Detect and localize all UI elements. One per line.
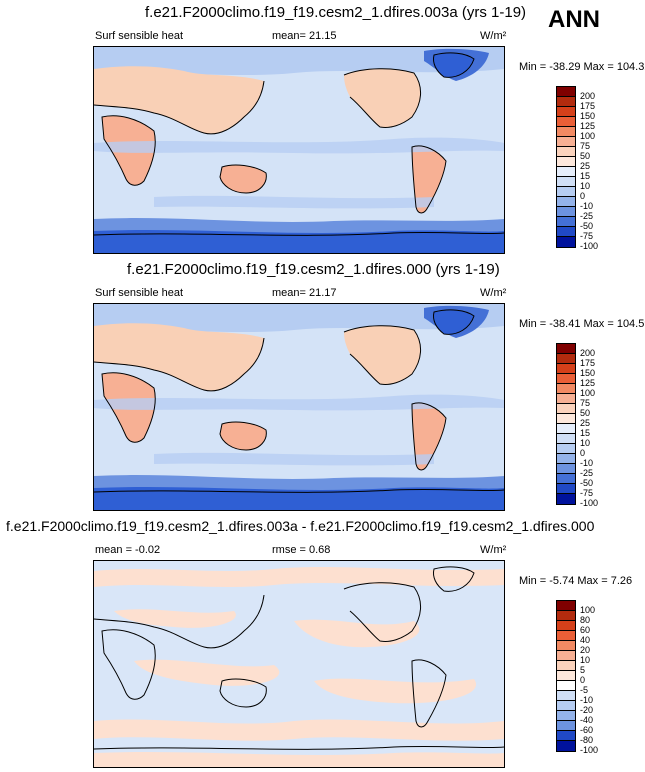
colorbar-tick: 0 — [580, 191, 586, 201]
colorbar-tick: 100 — [580, 605, 596, 615]
panel-3-map — [93, 560, 505, 768]
colorbar-swatches — [556, 343, 576, 505]
colorbar-tick: -10 — [580, 201, 594, 211]
world-map-sensible-heat-2 — [94, 304, 504, 510]
colorbar-tick: -100 — [580, 241, 599, 251]
colorbar-tick: -10 — [580, 695, 594, 705]
world-map-sensible-heat-1 — [94, 47, 504, 253]
panel-1-minmax: Min = -38.29 Max = 104.32 — [519, 61, 645, 73]
colorbar-tick: -50 — [580, 478, 594, 488]
panel-1-map — [93, 46, 505, 254]
panel-2-minmax: Min = -38.41 Max = 104.59 — [519, 318, 645, 330]
colorbar-tick: 175 — [580, 358, 596, 368]
season-label: ANN — [548, 6, 600, 33]
colorbar-tick: 0 — [580, 675, 586, 685]
colorbar-tick: 25 — [580, 161, 591, 171]
panel-2-colorbar: 200 175 150 125 100 75 50 25 15 10 0 -10… — [556, 343, 598, 508]
colorbar-tick: 40 — [580, 635, 591, 645]
colorbar-tick: 150 — [580, 368, 596, 378]
panel-1-colorbar: 200 175 150 125 100 75 50 25 15 10 0 -10… — [556, 86, 598, 251]
colorbar-tick: 75 — [580, 141, 591, 151]
panel-3-mean-label: mean = -0.02 — [95, 544, 161, 556]
colorbar-tick: 175 — [580, 101, 596, 111]
colorbar-tick: -75 — [580, 231, 594, 241]
world-map-difference — [94, 561, 504, 767]
colorbar-tick: 150 — [580, 111, 596, 121]
panel-2-units: W/m² — [480, 287, 507, 299]
colorbar-tick: -5 — [580, 685, 589, 695]
panel-1-units: W/m² — [480, 30, 507, 42]
colorbar-tick: 50 — [580, 151, 591, 161]
colorbar-tick: -100 — [580, 498, 599, 508]
colorbar-tick: 15 — [580, 428, 591, 438]
panel-1-title: f.e21.F2000climo.f19_f19.cesm2_1.dfires.… — [145, 4, 527, 21]
colorbar-tick: -75 — [580, 488, 594, 498]
colorbar-tick: 125 — [580, 121, 596, 131]
colorbar-tick: -80 — [580, 735, 594, 745]
panel-1-variable-label: Surf sensible heat — [95, 30, 184, 42]
colorbar-tick: -20 — [580, 705, 594, 715]
colorbar-tick: 15 — [580, 171, 591, 181]
colorbar-tick: 5 — [580, 665, 586, 675]
colorbar-tick: 75 — [580, 398, 591, 408]
panel-3-colorbar: 100 80 60 40 20 10 5 0 -5 -10 -20 -40 -6… — [556, 600, 598, 755]
colorbar-tick: 25 — [580, 418, 591, 428]
colorbar-swatches — [556, 600, 576, 752]
colorbar-tick: 0 — [580, 448, 586, 458]
colorbar-tick: 10 — [580, 438, 591, 448]
panel-2-map — [93, 303, 505, 511]
colorbar-tick: 100 — [580, 131, 596, 141]
colorbar-tick: -10 — [580, 458, 594, 468]
colorbar-tick: -40 — [580, 715, 594, 725]
colorbar-tick: -60 — [580, 725, 594, 735]
panel-2-title: f.e21.F2000climo.f19_f19.cesm2_1.dfires.… — [127, 261, 500, 278]
colorbar-tick: -25 — [580, 468, 594, 478]
colorbar-tick: 100 — [580, 388, 596, 398]
panel-2-mean-label: mean= 21.17 — [272, 287, 337, 299]
colorbar-tick: 200 — [580, 348, 596, 358]
colorbar-tick: 125 — [580, 378, 596, 388]
colorbar-tick: 10 — [580, 181, 591, 191]
panel-3-rmse-label: rmse = 0.68 — [272, 544, 331, 556]
colorbar-tick: -25 — [580, 211, 594, 221]
panel-3-title: f.e21.F2000climo.f19_f19.cesm2_1.dfires.… — [6, 518, 595, 534]
colorbar-tick: 60 — [580, 625, 591, 635]
colorbar-tick: 20 — [580, 645, 591, 655]
panel-3-minmax: Min = -5.74 Max = 7.26 — [519, 575, 633, 587]
colorbar-tick: 200 — [580, 91, 596, 101]
colorbar-tick: 80 — [580, 615, 591, 625]
panel-2-variable-label: Surf sensible heat — [95, 287, 184, 299]
colorbar-tick: 50 — [580, 408, 591, 418]
panel-1-mean-label: mean= 21.15 — [272, 30, 337, 42]
colorbar-swatches — [556, 86, 576, 248]
colorbar-tick: -50 — [580, 221, 594, 231]
panel-3-units: W/m² — [480, 544, 507, 556]
colorbar-tick: -100 — [580, 745, 599, 755]
colorbar-tick: 10 — [580, 655, 591, 665]
